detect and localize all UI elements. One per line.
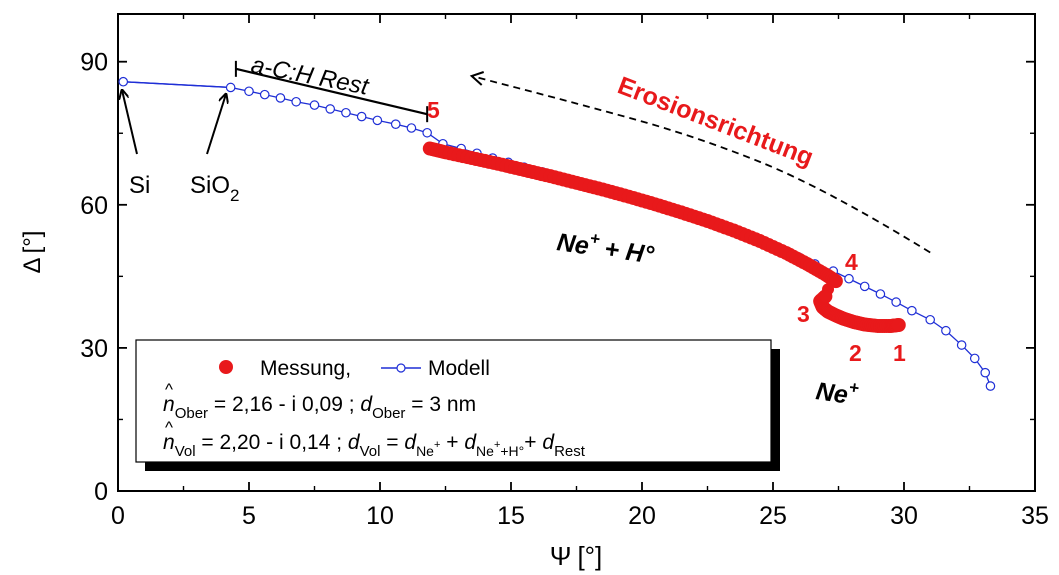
legend-measurement-marker	[219, 360, 233, 374]
measurement-series	[422, 141, 906, 333]
si-label: Si	[129, 172, 150, 199]
marker-1: 1	[893, 340, 906, 366]
x-tick-label: 20	[628, 502, 656, 530]
si-arrow	[122, 90, 138, 155]
model-point	[259, 89, 270, 100]
x-tick-label: 5	[242, 502, 256, 530]
x-tick-label: 0	[111, 502, 125, 530]
measurement-point-fill	[829, 275, 842, 288]
sio2-arrow	[206, 94, 226, 155]
y-tick-label: 0	[94, 478, 108, 506]
measurement-point	[891, 318, 906, 333]
bracket-line	[235, 67, 428, 116]
model-point	[309, 100, 320, 110]
legend-hat-2: ^	[165, 418, 173, 437]
model-point	[969, 353, 980, 364]
x-tick-label: 25	[759, 502, 787, 530]
x-tick-label: 15	[497, 502, 525, 530]
model-point	[941, 325, 951, 336]
y-tick-label: 60	[80, 192, 108, 220]
y-axis-label: Δ[°]	[19, 231, 46, 274]
measurement-point-fill	[819, 290, 832, 303]
model-point	[980, 367, 991, 378]
model-point	[372, 115, 383, 126]
model-point	[390, 119, 401, 129]
model-point	[341, 107, 351, 118]
model-point	[118, 76, 129, 87]
marker-5: 5	[427, 97, 440, 123]
ne-label: Ne+	[814, 373, 860, 411]
ach-rest-bracket	[234, 60, 429, 123]
legend-line-2: nVol = 2,20 - i 0,14 ; dVol = dNe+ + dNe…	[163, 431, 586, 460]
marker-3: 3	[797, 301, 810, 327]
model-point	[244, 86, 254, 97]
model-point	[291, 96, 301, 107]
sio2-label: SiO2	[190, 172, 239, 205]
model-point	[875, 289, 886, 299]
model-point	[844, 273, 854, 284]
y-tick-label: 90	[80, 49, 108, 77]
model-point	[325, 104, 336, 114]
marker-2: 2	[849, 340, 862, 366]
legend-line-1: nOber = 2,16 - i 0,09 ; dOber = 3 nm	[163, 393, 476, 422]
model-point	[985, 381, 996, 391]
legend-model-label: Modell	[428, 357, 490, 380]
model-point	[406, 123, 417, 133]
x-tick-label: 35	[1021, 502, 1049, 530]
legend-model-marker	[396, 363, 406, 373]
model-point	[907, 305, 917, 316]
x-tick-label: 30	[890, 502, 918, 530]
model-point	[275, 93, 286, 103]
x-tick-label: 10	[366, 502, 394, 530]
model-point	[956, 340, 967, 350]
erosion-arrow-head	[469, 71, 485, 86]
legend-measurement-label: Messung,	[260, 357, 351, 380]
model-point	[422, 127, 432, 138]
ne-h-label: Ne++ H°	[555, 224, 657, 269]
y-tick-label: 30	[80, 335, 108, 363]
model-point	[891, 297, 901, 307]
model-point	[925, 314, 935, 325]
model-point	[859, 281, 870, 292]
model-line-substrate	[123, 81, 231, 89]
model-point	[225, 82, 236, 93]
legend-box	[135, 339, 772, 463]
model-point	[356, 111, 367, 122]
x-axis-label: Ψ [°]	[550, 541, 603, 571]
erosion-direction-arrow	[471, 75, 931, 254]
marker-4: 4	[845, 249, 858, 275]
legend-hat-1: ^	[165, 380, 173, 399]
